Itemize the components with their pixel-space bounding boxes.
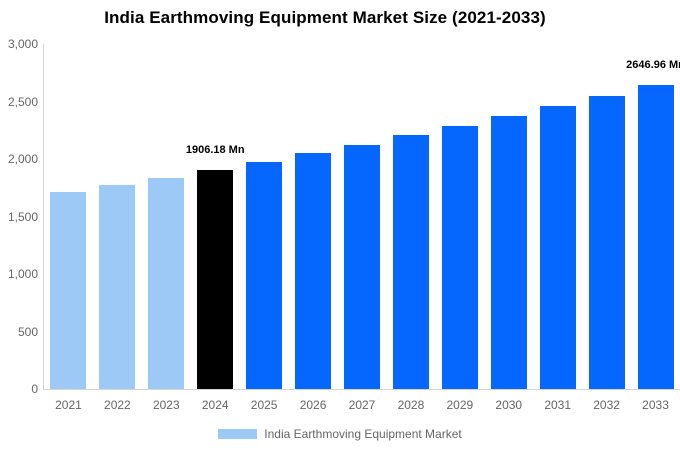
- x-axis-label-2032: 2032: [593, 398, 620, 412]
- y-axis-tick-1,500: 1,500: [7, 209, 38, 224]
- bar-2027[interactable]: [344, 144, 380, 389]
- y-axis-tick-2,500: 2,500: [7, 94, 38, 109]
- chart-title: India Earthmoving Equipment Market Size …: [104, 8, 546, 27]
- bar-value-label-2033: 2646.96 Mn: [626, 58, 680, 71]
- x-axis-label-2031: 2031: [544, 398, 572, 412]
- y-axis-line: [43, 44, 44, 389]
- x-axis-label-2025: 2025: [250, 398, 278, 412]
- bar-2021[interactable]: [50, 192, 87, 389]
- y-axis-tick-0: 0: [31, 382, 38, 396]
- bar-2023[interactable]: [148, 177, 185, 389]
- bar-2030[interactable]: [490, 116, 527, 389]
- bar-value-label-2024: 1906.18 Mn: [185, 143, 245, 156]
- y-axis-tick-500: 500: [17, 324, 38, 339]
- bar-2032[interactable]: [588, 95, 625, 389]
- x-axis-line: [43, 389, 680, 390]
- bar-2028[interactable]: [392, 135, 429, 389]
- bar-2031[interactable]: [539, 106, 576, 389]
- x-axis-label-2030: 2030: [495, 398, 523, 412]
- x-axis-label-2028: 2028: [397, 398, 425, 412]
- x-axis-label-2024: 2024: [201, 398, 229, 412]
- bar-2024[interactable]: [197, 169, 234, 389]
- bar-2022[interactable]: [99, 185, 136, 389]
- x-axis-label-2033: 2033: [642, 398, 669, 412]
- x-axis-label-2022: 2022: [104, 398, 131, 412]
- x-axis-label-2029: 2029: [446, 398, 474, 412]
- y-axis-tick-3,000: 3,000: [7, 37, 38, 51]
- y-axis-tick-1,000: 1,000: [7, 267, 38, 281]
- bar-2029[interactable]: [441, 125, 478, 389]
- bar-2025[interactable]: [246, 161, 283, 389]
- legend-item[interactable]: India Earthmoving Equipment Market: [0, 426, 680, 442]
- y-axis-tick-2,000: 2,000: [7, 152, 38, 166]
- x-axis-label-2027: 2027: [348, 398, 376, 412]
- legend-label: India Earthmoving Equipment Market: [264, 427, 462, 441]
- bar-2033[interactable]: [637, 84, 674, 389]
- x-axis-label-2023: 2023: [152, 398, 180, 412]
- bar-2026[interactable]: [295, 153, 332, 389]
- x-axis-label-2021: 2021: [55, 398, 82, 412]
- legend-swatch-icon: [218, 429, 258, 439]
- y-axis: 0 500 1,000 1,500 2,000 2,500 3,000: [0, 0, 38, 450]
- x-axis-label-2026: 2026: [299, 398, 327, 412]
